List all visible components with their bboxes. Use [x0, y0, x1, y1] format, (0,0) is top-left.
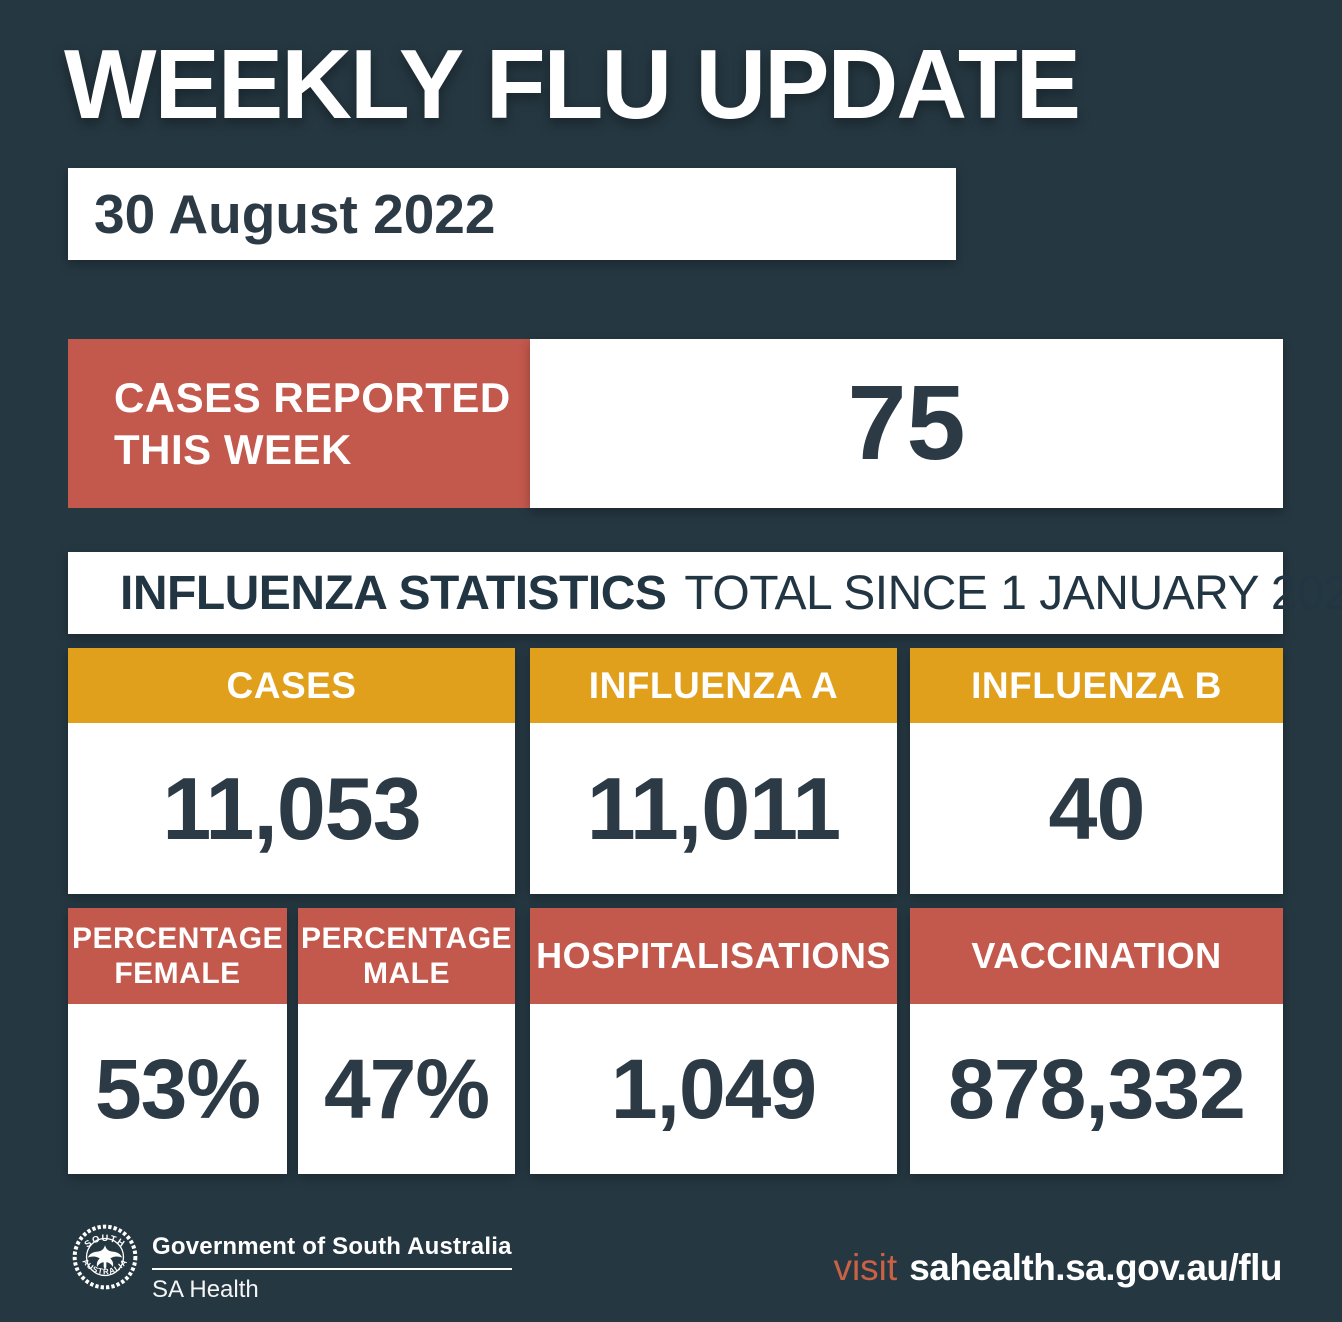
statistics-heading-bold: INFLUENZA STATISTICS	[120, 566, 667, 620]
cases-card-value: 11,053	[68, 723, 515, 894]
percentage-male-header: PERCENTAGE MALE	[298, 908, 515, 1004]
piping-shrike-icon	[87, 1245, 123, 1271]
department-name: SA Health	[152, 1276, 259, 1303]
cases-card-header: CASES	[68, 648, 515, 723]
weekly-cases-value: 75	[847, 364, 966, 482]
vaccination-header: VACCINATION	[910, 908, 1283, 1004]
percentage-male-card: PERCENTAGE MALE 47%	[298, 908, 515, 1174]
weekly-cases-label-box: CASES REPORTED THIS WEEK	[68, 339, 530, 508]
visit-url: sahealth.sa.gov.au/flu	[909, 1247, 1282, 1288]
date-box: 30 August 2022	[68, 168, 956, 260]
hospitalisations-value: 1,049	[530, 1004, 897, 1174]
weekly-cases-value-box: 75	[530, 339, 1283, 508]
vaccination-card: VACCINATION 878,332	[910, 908, 1283, 1174]
percentage-male-value: 47%	[298, 1004, 515, 1174]
report-date: 30 August 2022	[94, 183, 496, 245]
cases-card: CASES 11,053	[68, 648, 515, 894]
page-title: WEEKLY FLU UPDATE	[64, 29, 1081, 139]
statistics-heading-band: INFLUENZA STATISTICS TOTAL SINCE 1 JANUA…	[68, 552, 1342, 634]
influenza-b-card: INFLUENZA B 40	[910, 648, 1283, 894]
percentage-female-header: PERCENTAGE FEMALE	[68, 908, 287, 1004]
weekly-cases-label: CASES REPORTED THIS WEEK	[114, 374, 511, 473]
government-name: Government of South Australia	[152, 1233, 512, 1270]
influenza-b-card-header: INFLUENZA B	[910, 648, 1283, 723]
hospitalisations-card: HOSPITALISATIONS 1,049	[530, 908, 897, 1174]
visit-prefix: visit	[833, 1247, 898, 1288]
influenza-b-card-value: 40	[910, 723, 1283, 894]
influenza-a-card-header: INFLUENZA A	[530, 648, 897, 723]
sa-government-logo-icon: SOUTH AUSTRALIA	[72, 1224, 138, 1290]
footer-brand-block: Government of South Australia SA Health	[152, 1233, 512, 1304]
visit-url-line: visit sahealth.sa.gov.au/flu	[833, 1247, 1282, 1289]
statistics-heading-rest: TOTAL SINCE 1 JANUARY 2022	[684, 566, 1342, 620]
influenza-a-card-value: 11,011	[530, 723, 897, 894]
vaccination-value: 878,332	[910, 1004, 1283, 1174]
influenza-a-card: INFLUENZA A 11,011	[530, 648, 897, 894]
percentage-female-value: 53%	[68, 1004, 287, 1174]
hospitalisations-header: HOSPITALISATIONS	[530, 908, 897, 1004]
percentage-female-card: PERCENTAGE FEMALE 53%	[68, 908, 287, 1174]
